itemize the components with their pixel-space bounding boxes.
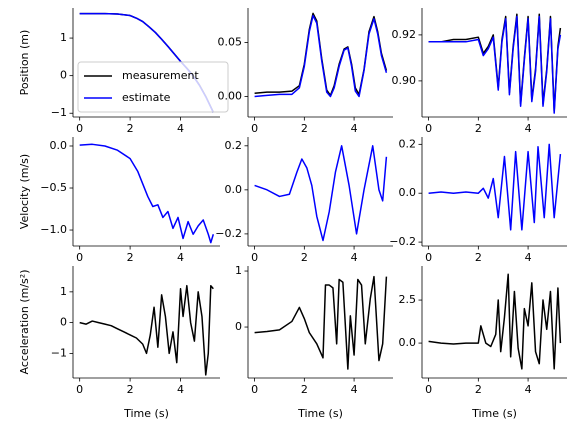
- data-line: [79, 284, 214, 376]
- x-tick-label: 0: [425, 122, 432, 135]
- y-tick-label: −0.2: [389, 235, 416, 248]
- y-tick-label: 0: [60, 316, 67, 329]
- y-tick-label: 0.2: [399, 137, 417, 150]
- x-tick-label: 4: [177, 251, 184, 264]
- x-tick-label: 0: [425, 251, 432, 264]
- y-tick-label: 0.0: [399, 336, 417, 349]
- y-tick-label: 0: [60, 69, 67, 82]
- legend: measurement estimate: [77, 61, 229, 113]
- y-tick-label: 1: [235, 264, 242, 277]
- x-tick-label: 0: [251, 251, 258, 264]
- x-tick-label: 2: [127, 122, 134, 135]
- y-tick-label: 0.00: [218, 89, 243, 102]
- x-tick-label: 4: [351, 122, 358, 135]
- y-axis-label: Position (m): [18, 30, 31, 96]
- data-line: [428, 273, 562, 370]
- x-tick-label: 0: [76, 251, 83, 264]
- y-tick-label: 1: [60, 285, 67, 298]
- x-tick-label: 2: [127, 383, 134, 396]
- x-tick-label: 2: [475, 383, 482, 396]
- x-tick-label: 0: [251, 122, 258, 135]
- data-line: [254, 145, 388, 242]
- x-tick-label: 0: [76, 122, 83, 135]
- legend-label: estimate: [122, 91, 171, 104]
- legend-box: [77, 61, 229, 113]
- x-tick-label: 2: [475, 251, 482, 264]
- x-tick-label: 2: [301, 122, 308, 135]
- x-tick-label: 4: [177, 383, 184, 396]
- x-tick-label: 4: [525, 122, 532, 135]
- y-tick-label: 0.2: [225, 139, 243, 152]
- x-tick-label: 2: [127, 251, 134, 264]
- x-tick-label: 2: [301, 383, 308, 396]
- y-tick-label: 0.0: [50, 139, 68, 152]
- y-tick-label: −1.0: [40, 223, 67, 236]
- x-tick-label: 4: [525, 251, 532, 264]
- y-tick-label: 0.0: [225, 183, 243, 196]
- y-tick-label: 0.0: [399, 186, 417, 199]
- x-tick-label: 4: [351, 251, 358, 264]
- y-tick-label: 0.90: [392, 74, 417, 87]
- x-axis-label: Time (s): [471, 407, 517, 420]
- y-tick-label: −0.2: [215, 227, 242, 240]
- x-tick-label: 0: [76, 383, 83, 396]
- y-axis-label: Acceleration (m/s²): [18, 270, 31, 375]
- legend-label: measurement: [122, 69, 199, 82]
- data-line: [254, 14, 388, 98]
- data-line: [428, 15, 562, 114]
- x-axis-label: Time (s): [123, 407, 169, 420]
- y-tick-label: 0: [235, 320, 242, 333]
- y-tick-label: 1: [60, 31, 67, 44]
- x-tick-label: 4: [525, 383, 532, 396]
- x-tick-label: 4: [351, 383, 358, 396]
- y-axis-label: Velocity (m/s): [18, 154, 31, 229]
- x-tick-label: 0: [251, 383, 258, 396]
- y-tick-label: 0.05: [218, 36, 243, 49]
- y-tick-label: 2.5: [399, 293, 417, 306]
- y-tick-label: −0.5: [40, 181, 67, 194]
- x-tick-label: 0: [425, 383, 432, 396]
- data-line: [254, 275, 388, 370]
- data-line: [79, 143, 215, 244]
- x-tick-label: 4: [177, 122, 184, 135]
- y-tick-label: 0.92: [392, 28, 417, 41]
- y-tick-label: −1: [51, 346, 67, 359]
- y-tick-label: −1: [51, 106, 67, 119]
- x-axis-label: Time (s): [297, 407, 343, 420]
- x-tick-label: 2: [475, 122, 482, 135]
- data-line: [428, 143, 562, 231]
- x-tick-label: 2: [301, 251, 308, 264]
